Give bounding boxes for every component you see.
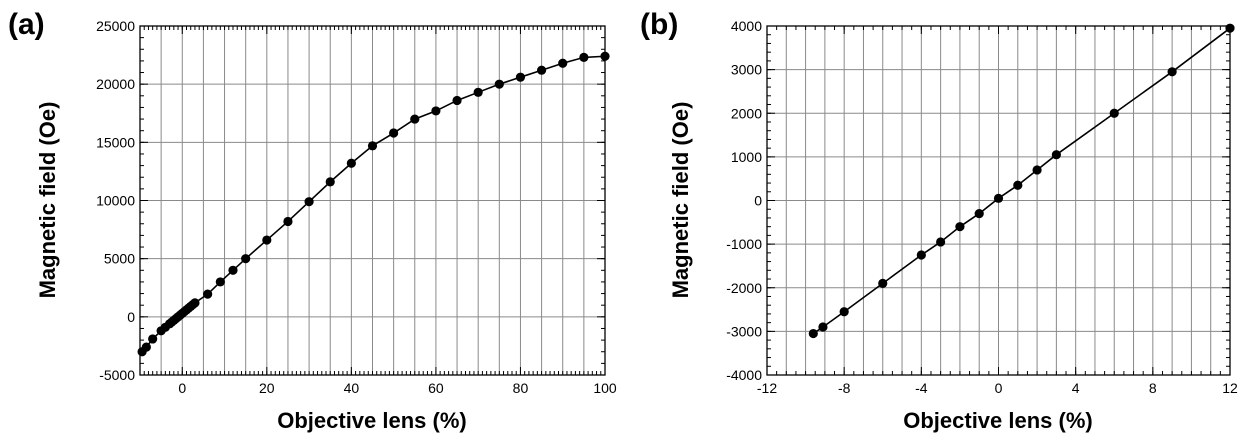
- data-point-a: [203, 289, 213, 299]
- data-point-a: [325, 177, 335, 187]
- y-tick-label-b: -2000: [726, 280, 762, 296]
- y-tick-label-b: 1000: [731, 149, 762, 165]
- data-point-b: [878, 278, 888, 288]
- x-tick-label-b: -8: [838, 380, 851, 396]
- y-tick-label-a: 10000: [96, 193, 135, 209]
- data-point-a: [536, 65, 547, 75]
- y-tick-label-b: 2000: [731, 105, 762, 121]
- data-point-a: [283, 216, 293, 227]
- data-point-a: [558, 58, 568, 68]
- x-tick-label-b: 12: [1222, 380, 1238, 396]
- data-point-a: [141, 342, 151, 352]
- y-tick-label-a: 20000: [96, 76, 135, 92]
- data-point-b: [993, 193, 1004, 203]
- data-point-a: [148, 334, 158, 344]
- plot-frame-a: [139, 25, 606, 376]
- y-tick-label-a: -5000: [99, 367, 135, 383]
- data-point-a: [410, 114, 420, 124]
- y-tick-label-b: -3000: [726, 323, 762, 339]
- data-point-a: [452, 95, 462, 106]
- data-point-b: [916, 250, 926, 260]
- data-point-b: [955, 222, 965, 232]
- x-tick-label-a: 40: [344, 380, 360, 396]
- data-point-b: [839, 307, 849, 317]
- data-point-a: [346, 158, 356, 168]
- chart-panel-b: (b) -12 -8 -4 0 4 8 12 -4000 -3000 -2000 -1000 0 100…: [640, 8, 1238, 433]
- data-point-a: [494, 79, 504, 89]
- data-point-a: [304, 197, 314, 207]
- y-tick-label-a: 25000: [96, 18, 135, 34]
- y-axis-title-a: Magnetic field (Oe): [35, 102, 60, 299]
- x-tick-label-b: -4: [915, 380, 928, 396]
- data-point-b: [1013, 180, 1023, 190]
- data-point-a: [473, 87, 483, 97]
- x-tick-label-a: 100: [593, 380, 617, 396]
- panel-label-a: (a): [8, 8, 45, 41]
- y-tick-label-b: -1000: [726, 236, 762, 252]
- x-tick-label-a: 20: [259, 380, 275, 396]
- y-tick-label-b: 3000: [731, 62, 762, 78]
- data-point-b: [936, 237, 946, 247]
- data-point-b: [1109, 108, 1119, 118]
- x-tick-label-a: 0: [178, 380, 186, 396]
- data-point-a: [262, 235, 272, 245]
- y-tick-label-a: 15000: [96, 134, 135, 150]
- x-tick-label-b: -12: [757, 380, 777, 396]
- data-point-b: [1051, 150, 1061, 160]
- data-point-a: [579, 52, 589, 63]
- series-line-a: [141, 55, 606, 353]
- data-point-b: [974, 208, 984, 219]
- x-tick-label-b: 0: [995, 380, 1003, 396]
- data-point-b: [1167, 67, 1177, 77]
- panel-label-b: (b): [640, 8, 678, 41]
- y-tick-label-b: -4000: [726, 367, 762, 383]
- y-tick-label-a: 0: [127, 309, 135, 325]
- x-tick-label-a: 80: [513, 380, 529, 396]
- y-tick-label-b: 0: [754, 193, 762, 209]
- data-point-b: [1032, 165, 1042, 175]
- data-point-a: [215, 277, 225, 287]
- data-point-a: [241, 254, 251, 264]
- data-point-a: [431, 106, 441, 116]
- y-axis-title-b: Magnetic field (Oe): [668, 102, 693, 299]
- x-tick-label-b: 8: [1149, 380, 1157, 396]
- data-point-b: [818, 322, 828, 332]
- x-axis-title-b: Objective lens (%): [903, 408, 1093, 433]
- data-point-a: [515, 72, 526, 82]
- y-tick-label-a: 5000: [104, 251, 135, 267]
- data-point-b: [808, 328, 818, 339]
- data-point-a: [367, 141, 378, 151]
- data-point-a: [389, 128, 399, 138]
- x-tick-label-a: 60: [428, 380, 444, 396]
- data-point-a: [190, 298, 200, 308]
- plot-frame-b: [766, 25, 1231, 376]
- y-tick-label-b: 4000: [731, 18, 762, 34]
- x-axis-title-a: Objective lens (%): [277, 408, 467, 433]
- data-point-a: [228, 265, 238, 275]
- chart-panel-a: (a) 0 20 40 60 80 100 -5000 0 5000 10000 15000 2000…: [8, 8, 617, 433]
- x-tick-label-b: 4: [1072, 380, 1080, 396]
